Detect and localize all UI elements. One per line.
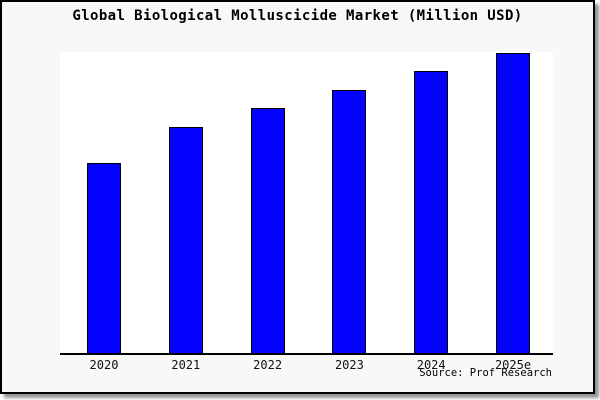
bar-2023 — [332, 90, 367, 353]
bar-2021 — [168, 127, 203, 353]
x-tick-label-2020: 2020 — [89, 358, 119, 372]
x-tick-label-2023: 2023 — [334, 358, 364, 372]
x-tick-label-2022: 2022 — [253, 358, 283, 372]
bar-2020 — [87, 163, 121, 353]
x-tick-label-2021: 2021 — [171, 358, 201, 372]
x-tick-label-2024: 2024 — [416, 358, 446, 372]
x-axis-line — [60, 353, 553, 355]
bar-2025e — [496, 53, 530, 353]
chart-card: Global Biological Molluscicide Market (M… — [0, 0, 595, 394]
bar-2022 — [250, 108, 285, 353]
chart-title: Global Biological Molluscicide Market (M… — [72, 8, 523, 24]
plot-area — [60, 52, 553, 353]
x-tick-label-2025e: 2025e — [494, 358, 532, 372]
bar-2024 — [414, 71, 449, 353]
source-label: Source: Prof Research — [419, 367, 552, 379]
